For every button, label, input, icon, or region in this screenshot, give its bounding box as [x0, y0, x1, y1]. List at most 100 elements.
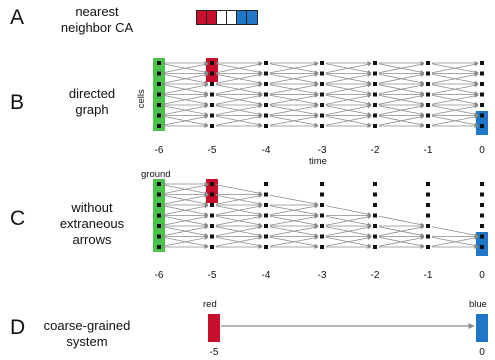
- cell-node: [373, 113, 377, 118]
- cell-node: [264, 182, 268, 186]
- cell-node: [373, 71, 377, 76]
- blue-node-label: blue: [469, 299, 487, 310]
- graph-arrow: [215, 93, 263, 105]
- caption-d-line-1: coarse-grained: [43, 318, 131, 333]
- graph-arrow: [269, 93, 319, 105]
- cell-node: [264, 61, 268, 65]
- cell-node: [373, 182, 377, 186]
- panel-letter-b: B: [10, 91, 25, 114]
- ca-cell: [237, 11, 247, 24]
- c-tick-label: -6: [154, 270, 164, 281]
- cell-node: [157, 213, 161, 218]
- cell-node: [426, 203, 430, 207]
- graph-arrow: [378, 73, 425, 84]
- graph-arrow: [162, 204, 209, 216]
- graph-arrow: [162, 215, 209, 226]
- graph-arrow: [378, 215, 425, 227]
- cell-node: [480, 192, 484, 197]
- cell-node: [157, 203, 161, 207]
- graph-arrow: [162, 236, 209, 247]
- cell-node: [373, 192, 377, 197]
- graph-arrow: [325, 115, 372, 126]
- graph-arrow: [162, 73, 209, 84]
- cell-node: [157, 71, 161, 76]
- d-tick-right: 0: [479, 347, 485, 358]
- b-blue-highlight: [476, 111, 488, 135]
- caption-b-line-1: directed: [68, 86, 116, 101]
- cell-node: [373, 103, 377, 107]
- cell-node: [210, 113, 214, 118]
- cell-node: [210, 203, 214, 207]
- cell-node: [157, 224, 161, 228]
- cell-node: [426, 103, 430, 107]
- cell-node: [320, 245, 324, 249]
- c-tick-label: -5: [207, 270, 217, 281]
- cell-node: [264, 192, 268, 197]
- cell-node: [210, 124, 214, 128]
- caption-d-line-2: system: [66, 334, 108, 349]
- cell-node: [480, 103, 484, 107]
- graph-arrow: [378, 236, 425, 247]
- cell-node: [264, 213, 268, 218]
- cell-node: [426, 234, 430, 239]
- b-tick-label: -3: [317, 145, 327, 156]
- cell-node: [373, 245, 377, 249]
- graph-arrow: [269, 214, 319, 226]
- c-blue-highlight: [476, 232, 488, 256]
- ca-cell: [197, 11, 207, 24]
- cell-node: [210, 182, 214, 186]
- cell-node: [480, 203, 484, 207]
- cell-node: [264, 203, 268, 207]
- cell-node: [157, 182, 161, 186]
- graph-arrow: [215, 204, 263, 216]
- cell-node: [264, 113, 268, 118]
- graph-arrow: [269, 83, 319, 95]
- cell-node: [426, 71, 430, 76]
- cell-node: [157, 82, 161, 86]
- cell-node: [320, 82, 324, 86]
- c-tick-label: -1: [423, 270, 433, 281]
- caption-c-line-3: arrows: [72, 232, 112, 247]
- cell-node: [320, 213, 324, 218]
- c-tick-label: -3: [317, 270, 327, 281]
- cells-axis-label: cells: [135, 89, 147, 109]
- caption-c-line-1: without: [71, 200, 113, 215]
- graph-arrow: [378, 62, 425, 74]
- cell-node: [426, 182, 430, 186]
- b-tick-label: -5: [207, 145, 217, 156]
- cell-node: [426, 113, 430, 118]
- ca-cell-strip: [196, 10, 258, 25]
- d-blue-node: [476, 314, 488, 342]
- caption-b-line-2: graph: [75, 102, 109, 117]
- cell-node: [426, 224, 430, 228]
- graph-arrow: [162, 83, 209, 95]
- graph-arrow: [325, 225, 372, 237]
- graph-arrow: [162, 115, 209, 126]
- caption-a-line-2: neighbor CA: [60, 20, 134, 35]
- panel-letter-a: A: [10, 6, 25, 29]
- graph-arrow: [325, 205, 372, 216]
- cell-node: [264, 234, 268, 239]
- b-tick-label: -2: [370, 145, 380, 156]
- graph-arrow: [162, 194, 209, 205]
- ca-cell: [207, 11, 217, 24]
- cell-node: [157, 103, 161, 107]
- graph-arrow: [431, 72, 479, 84]
- cell-node: [480, 224, 484, 228]
- graph-arrow: [269, 114, 319, 126]
- caption-d: coarse-grained system: [28, 318, 146, 350]
- caption-b: directed graph: [42, 86, 142, 118]
- b-tick-label: -1: [423, 145, 433, 156]
- graph-arrow: [431, 62, 479, 74]
- cell-node: [480, 245, 484, 249]
- graph-arrow: [431, 235, 479, 247]
- cell-node: [157, 192, 161, 197]
- cell-node: [373, 124, 377, 128]
- cell-node: [210, 71, 214, 76]
- cell-node: [480, 182, 484, 186]
- cell-node: [373, 203, 377, 207]
- cell-node: [157, 234, 161, 239]
- graph-arrow: [269, 194, 319, 206]
- caption-a-line-1: nearest: [75, 4, 119, 19]
